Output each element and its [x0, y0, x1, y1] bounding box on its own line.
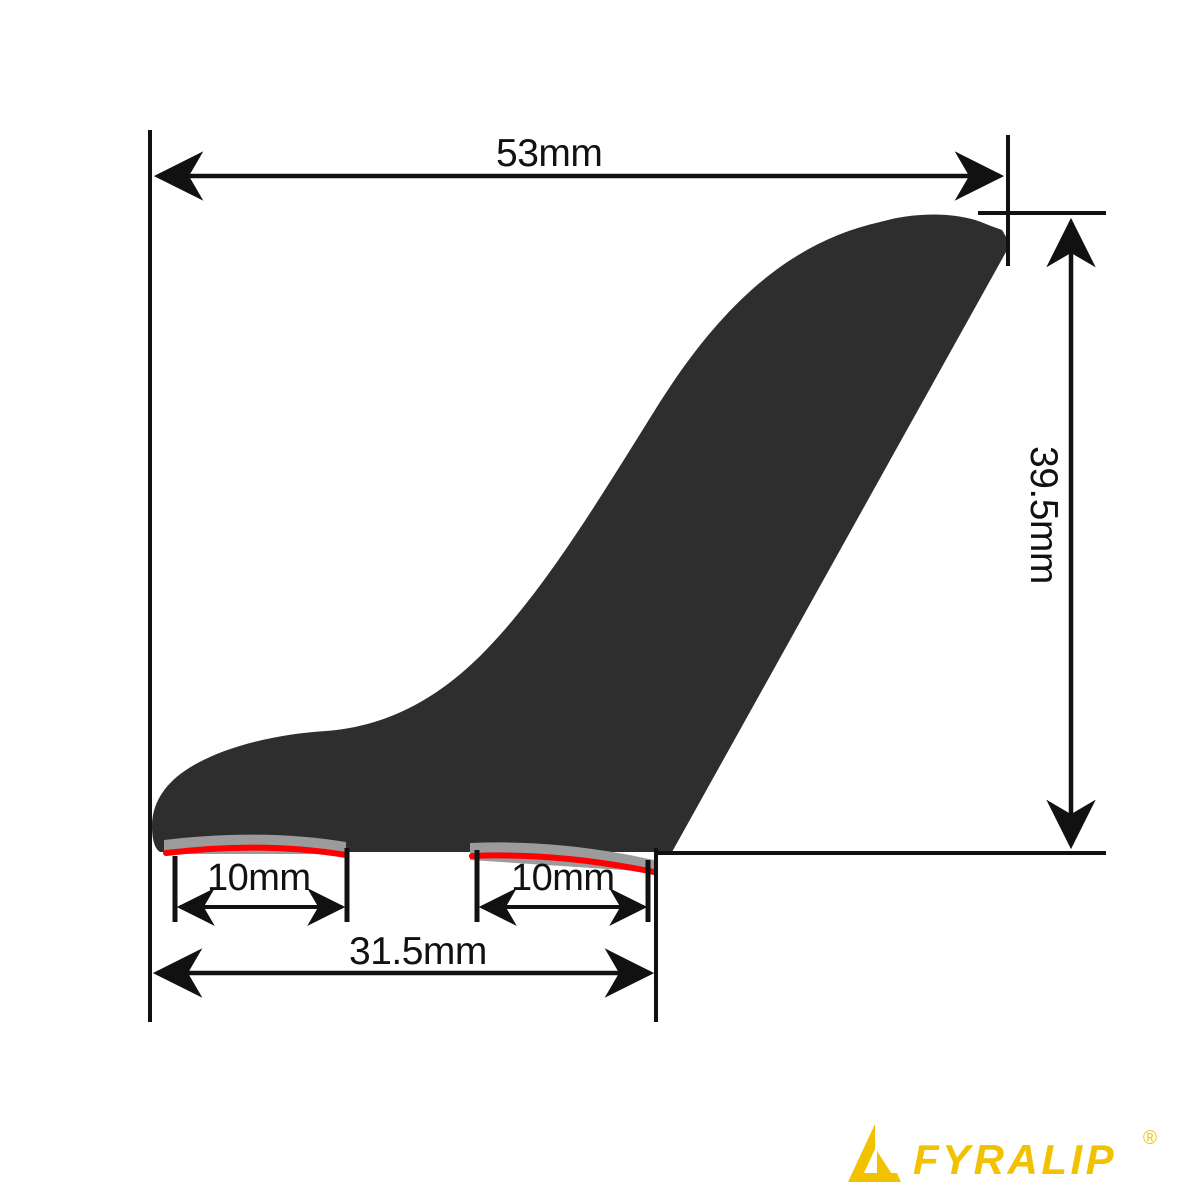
- dimension-label-tape-right: 10mm: [511, 857, 615, 899]
- lip-spoiler-body: [152, 214, 1008, 852]
- dimension-arrows: [152, 151, 1096, 998]
- logo-triangle-mark: [848, 1124, 901, 1182]
- logo-registered-icon: ®: [1143, 1128, 1157, 1149]
- logo-wordmark: FYRALIP: [913, 1136, 1117, 1183]
- tape-strip-right: [469, 852, 657, 875]
- dimension-label-overall-height: 39.5mm: [1022, 446, 1065, 584]
- lip-body-shape: [152, 216, 1008, 852]
- fyralip-logo: FYRALIP ®: [848, 1124, 1157, 1183]
- extension-lines: [148, 130, 1106, 1022]
- dimension-label-base-length: 31.5mm: [349, 930, 487, 973]
- lip-tip-round: [880, 214, 1006, 254]
- tape-strip-left: [163, 844, 349, 858]
- dimension-label-tape-left: 10mm: [207, 857, 311, 899]
- dimension-label-overall-length: 53mm: [496, 132, 603, 175]
- adhesive-tape-group: [163, 834, 657, 875]
